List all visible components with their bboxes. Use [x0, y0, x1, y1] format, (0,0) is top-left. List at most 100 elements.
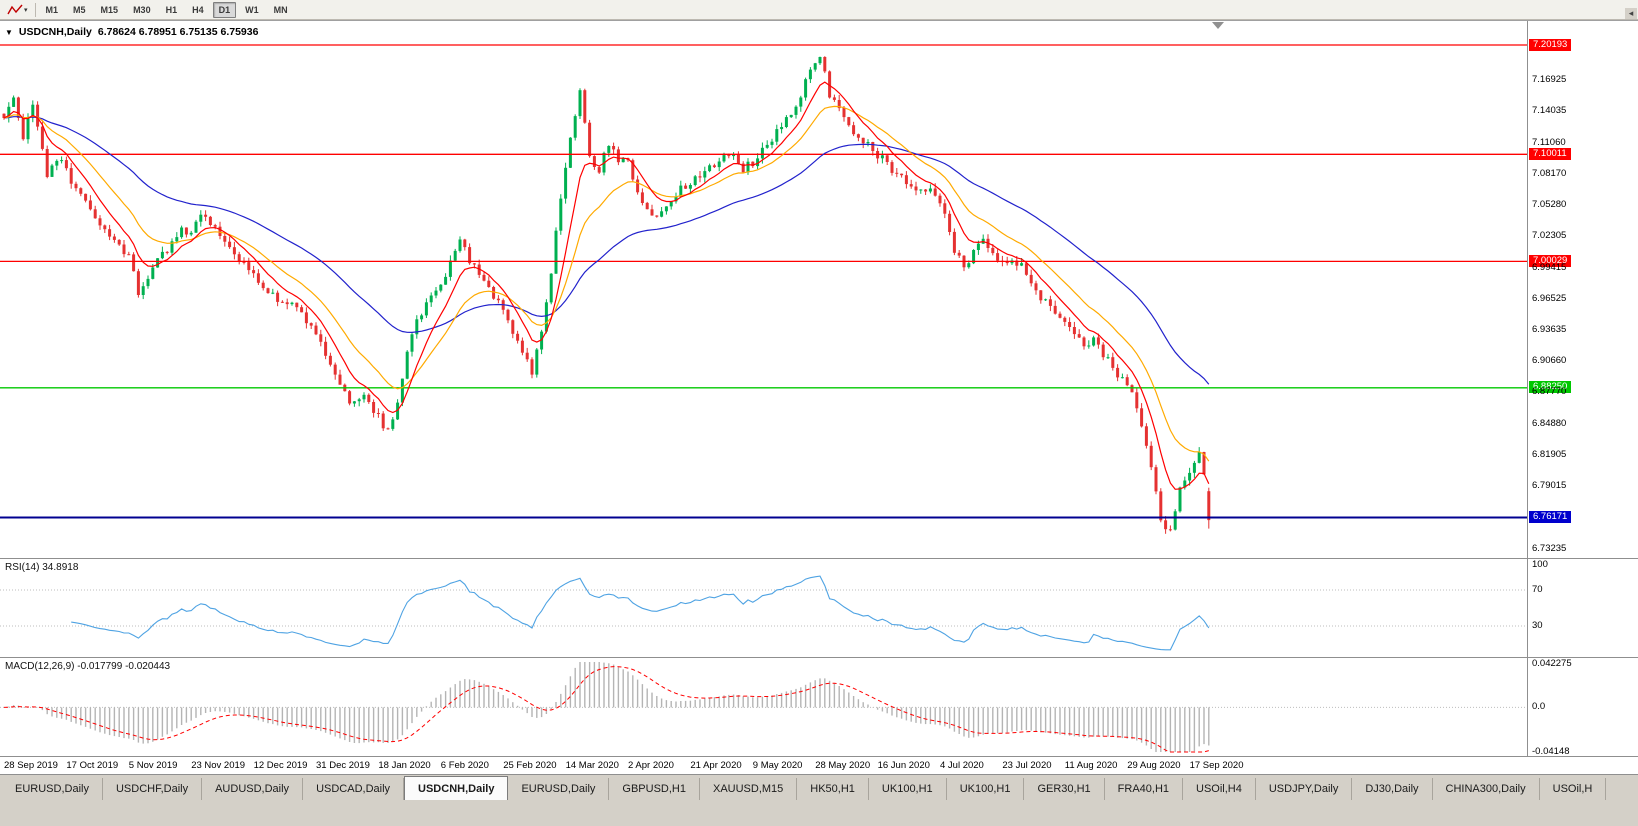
date-axis-label: 16 Jun 2020	[877, 760, 930, 771]
timeframe-d1-button[interactable]: D1	[212, 1, 237, 18]
timeframe-h1-button[interactable]: H1	[165, 4, 178, 15]
rsi-axis-label: 100	[1532, 559, 1548, 570]
price-axis[interactable]: 7.20193 7.16925 7.14035 7.11060 7.10011 7.081…	[1527, 21, 1638, 558]
date-axis-label: 14 Mar 2020	[565, 760, 619, 771]
date-axis-label: 9 May 2020	[752, 760, 803, 771]
price-level-badge: 6.76171	[1529, 510, 1572, 523]
price-level-badge: 7.00029	[1529, 254, 1572, 267]
chart-tab-xauusd-m15[interactable]: XAUUSD,M15	[700, 778, 798, 800]
chart-tab-bar: EURUSD,Daily USDCHF,Daily AUDUSD,Daily USDC…	[0, 774, 1638, 800]
toolbar-separator	[34, 2, 36, 17]
macd-axis-label: 0.0	[1532, 701, 1546, 713]
chart-tab-ger30-h1[interactable]: GER30,H1	[1024, 778, 1105, 800]
date-axis-label: 21 Apr 2020	[690, 760, 742, 771]
macd-signal-line	[3, 666, 1209, 753]
price-axis-label: 6.90660	[1532, 355, 1567, 367]
chart-tab-usoil-h4[interactable]: USOil,H4	[1183, 778, 1256, 800]
timeframe-m1-button[interactable]: M1	[45, 4, 59, 15]
chart-ohlc-values: 6.78624 6.78951 6.75135 6.75936	[97, 26, 259, 38]
date-axis-label: 25 Feb 2020	[503, 760, 557, 771]
timeframe-mn-button[interactable]: MN	[273, 4, 288, 15]
price-level-badge: 6.88250	[1529, 381, 1572, 394]
date-axis-label: 17 Oct 2019	[66, 760, 119, 771]
chevron-down-icon: ▾	[24, 6, 28, 14]
horizontal-level-lines	[0, 44, 1527, 519]
date-axis-label: 28 May 2020	[815, 760, 871, 771]
chart-tab-usdchf-daily[interactable]: USDCHF,Daily	[103, 778, 203, 800]
date-axis-label: 23 Nov 2019	[191, 760, 246, 771]
date-axis-label: 23 Jul 2020	[1002, 760, 1052, 771]
price-axis-label: 6.87770	[1532, 386, 1567, 398]
chart-ohlc-header: ▼ USDCNH,Daily 6.78624 6.78951 6.75135 6…	[5, 26, 258, 38]
main-chart-canvas[interactable]	[0, 21, 1527, 557]
timeframe-m15-button[interactable]: M15	[100, 4, 119, 15]
date-axis-label: 2 Apr 2020	[628, 760, 674, 771]
price-axis-label: 6.96525	[1532, 292, 1567, 304]
chart-tab-dj30-daily[interactable]: DJ30,Daily	[1352, 778, 1433, 800]
timeframe-toolbar: ▾ M1 M5 M15 M30 H1 H4 D1 W1 MN	[0, 0, 1638, 20]
rsi-indicator-label: RSI(14) 34.8918	[5, 562, 79, 573]
panel-resize-divider[interactable]	[0, 756, 1638, 757]
macd-panel-canvas[interactable]	[0, 658, 1527, 756]
macd-indicator-label: MACD(12,26,9) -0.017799 -0.020443	[5, 661, 171, 672]
timeframe-h4-button[interactable]: H4	[192, 4, 204, 15]
timeframe-m30-button[interactable]: M30	[133, 4, 151, 15]
macd-axis-label: -0.04148	[1532, 746, 1570, 757]
rsi-axis-label: 30	[1532, 620, 1543, 631]
date-axis-label: 4 Jul 2020	[940, 760, 984, 771]
price-axis-label: 7.08170	[1532, 167, 1567, 179]
chart-tab-audusd-daily[interactable]: AUDUSD,Daily	[202, 778, 304, 800]
date-axis-label: 6 Feb 2020	[440, 760, 489, 771]
chart-tab-uk100-h1[interactable]: UK100,H1	[869, 778, 947, 800]
tab-scroll-left-icon[interactable]: ◂	[1625, 8, 1637, 19]
panel-resize-divider[interactable]	[0, 657, 1638, 658]
zigzag-icon	[7, 4, 23, 14]
price-axis-label: 7.05280	[1532, 198, 1567, 210]
price-axis-label: 6.99415	[1532, 261, 1567, 273]
moving-averages-layer	[3, 81, 1210, 490]
chart-tab-eurusd-daily[interactable]: EURUSD,Daily	[508, 778, 610, 800]
rsi-panel-canvas[interactable]	[0, 559, 1527, 657]
date-axis-label: 18 Jan 2020	[378, 760, 431, 771]
date-axis-label: 29 Aug 2020	[1127, 760, 1181, 771]
indicator-menu-button[interactable]: ▾	[4, 3, 31, 17]
timeframe-w1-button[interactable]: W1	[245, 4, 259, 15]
date-axis-label: 5 Nov 2019	[128, 760, 178, 771]
price-axis-label: 6.73235	[1532, 542, 1567, 554]
date-axis[interactable]: 28 Sep 2019 17 Oct 2019 5 Nov 2019 23 Nov 2…	[0, 757, 1638, 775]
price-level-badge: 7.20193	[1529, 38, 1572, 51]
chart-window: ▼ USDCNH,Daily 6.78624 6.78951 6.75135 6…	[0, 20, 1638, 775]
date-axis-label: 17 Sep 2020	[1189, 760, 1244, 771]
chart-tab-hk50-h1[interactable]: HK50,H1	[797, 778, 869, 800]
price-axis-label: 7.02305	[1532, 230, 1567, 242]
chart-tab-gbpusd-h1[interactable]: GBPUSD,H1	[609, 778, 700, 800]
chart-tab-usdjpy-daily[interactable]: USDJPY,Daily	[1256, 778, 1353, 800]
date-axis-label: 28 Sep 2019	[4, 760, 58, 771]
date-axis-label: 12 Dec 2019	[253, 760, 308, 771]
price-axis-label: 6.93635	[1532, 323, 1567, 335]
price-level-badge: 7.10011	[1529, 147, 1571, 160]
rsi-axis-label: 70	[1532, 584, 1543, 595]
chart-tab-usoil-h[interactable]: USOil,H	[1540, 778, 1607, 800]
chart-symbol-period: USDCNH,Daily	[18, 26, 92, 38]
timeframe-m5-button[interactable]: M5	[73, 4, 86, 15]
rsi-axis[interactable]: 100 70 30	[1527, 559, 1638, 657]
price-axis-label: 7.16925	[1532, 73, 1567, 85]
collapse-triangle-icon[interactable]: ▼	[5, 27, 13, 37]
price-axis-label: 7.14035	[1532, 104, 1567, 116]
macd-axis-label: 0.042275	[1532, 658, 1572, 669]
price-axis-label: 7.11060	[1532, 136, 1566, 148]
chart-tab-eurusd-daily[interactable]: EURUSD,Daily	[2, 778, 103, 800]
price-axis-label: 6.84880	[1532, 417, 1567, 429]
panel-resize-divider[interactable]	[0, 558, 1638, 559]
chart-tab-china300-daily[interactable]: CHINA300,Daily	[1433, 778, 1540, 800]
rsi-line	[71, 575, 1210, 651]
macd-axis[interactable]: 0.042275 0.0 -0.04148	[1527, 658, 1638, 757]
candles-layer	[2, 56, 1211, 534]
chart-tab-fra40-h1[interactable]: FRA40,H1	[1105, 778, 1184, 800]
chart-tab-uk100-h1[interactable]: UK100,H1	[947, 778, 1025, 800]
chart-tab-usdcad-daily[interactable]: USDCAD,Daily	[303, 778, 405, 800]
price-axis-label: 6.79015	[1532, 480, 1567, 492]
chart-tab-usdcnh-daily[interactable]: USDCNH,Daily	[404, 776, 509, 800]
